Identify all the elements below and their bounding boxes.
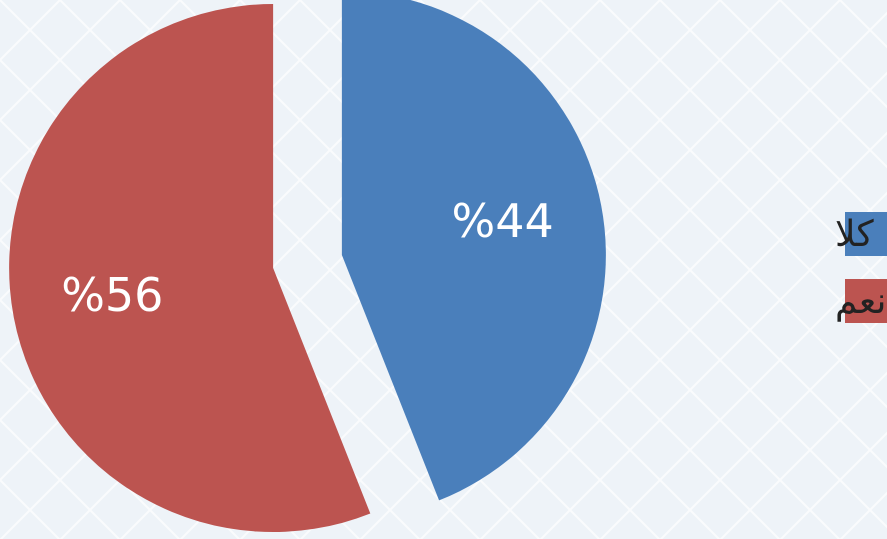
legend-label: نعم — [835, 281, 886, 322]
data-label: %44 — [452, 194, 554, 248]
legend-label: كلا — [835, 214, 874, 255]
data-label: %56 — [61, 268, 163, 322]
legend-swatch — [845, 279, 887, 323]
pie-slice — [341, 0, 606, 501]
legend-swatch — [845, 212, 887, 256]
pie-slice — [9, 4, 371, 533]
